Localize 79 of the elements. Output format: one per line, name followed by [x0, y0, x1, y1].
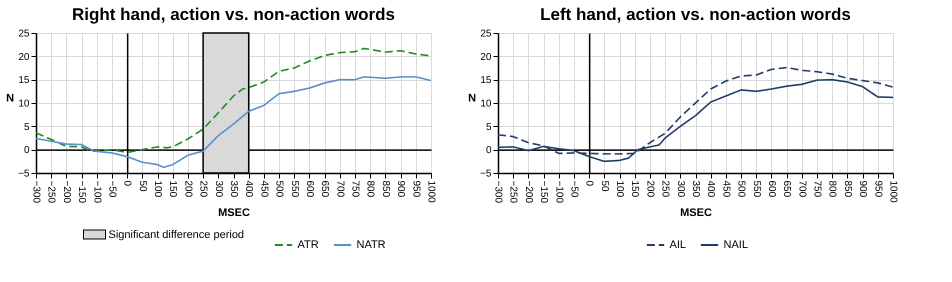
- y-tick-label: 20: [480, 52, 492, 63]
- x-tick-label: −300: [492, 180, 504, 204]
- x-tick-label: −250: [46, 180, 57, 204]
- x-tick-label: 500: [274, 180, 285, 198]
- x-tick-label: 800: [826, 180, 838, 198]
- y-tick-label: 0: [486, 145, 492, 156]
- y-tick-label: 25: [18, 28, 30, 40]
- x-tick-label: 900: [857, 180, 868, 198]
- x-tick-label: 750: [350, 180, 361, 198]
- x-tick-label: 100: [614, 180, 626, 198]
- x-axis-title: MSEC: [680, 207, 712, 220]
- x-tick-label: 700: [334, 180, 346, 198]
- y-tick-label: 0: [24, 145, 30, 156]
- x-tick-label: −100: [91, 180, 102, 204]
- x-tick-label: 150: [629, 180, 640, 198]
- y-tick-label: 20: [18, 52, 30, 63]
- x-tick-label: 50: [598, 180, 610, 192]
- x-tick-label: 950: [872, 180, 884, 198]
- x-tick-label: −200: [60, 180, 72, 204]
- y-tick-label: 15: [480, 75, 492, 86]
- x-tick-label: 600: [304, 180, 315, 198]
- legend-label: NAIL: [724, 239, 748, 251]
- x-tick-label: −250: [508, 180, 519, 204]
- y-axis-title: N: [468, 92, 476, 104]
- x-tick-label: 200: [182, 180, 194, 198]
- y-tick-label: −5: [480, 168, 492, 180]
- x-tick-label: 500: [736, 180, 747, 198]
- x-tick-label: 0: [584, 180, 595, 186]
- x-tick-label: 900: [395, 180, 406, 198]
- x-tick-label: 350: [690, 180, 701, 198]
- x-tick-label: −150: [76, 180, 88, 204]
- x-tick-label: 850: [842, 180, 853, 198]
- x-tick-label: 300: [212, 180, 224, 198]
- x-tick-label: 150: [167, 180, 178, 198]
- x-tick-label: 1000: [426, 180, 436, 204]
- x-tick-label: 100: [152, 180, 164, 198]
- x-tick-label: 0: [122, 180, 133, 186]
- y-tick-label: 5: [24, 122, 30, 133]
- y-tick-label: 10: [480, 98, 492, 110]
- y-axis-title: N: [6, 92, 14, 104]
- x-tick-label: 400: [243, 180, 254, 198]
- x-tick-label: −50: [106, 180, 118, 198]
- chart-title: Right hand, action vs. non-action words: [72, 5, 396, 24]
- x-tick-label: 550: [750, 180, 762, 198]
- x-tick-label: 650: [319, 180, 330, 198]
- x-tick-label: 700: [796, 180, 808, 198]
- x-tick-label: −150: [538, 180, 550, 204]
- legend-label: AIL: [670, 239, 686, 251]
- x-tick-label: 350: [228, 180, 239, 198]
- x-tick-label: −50: [568, 180, 580, 198]
- legend-label: Significant difference period: [108, 229, 244, 241]
- x-tick-label: 400: [705, 180, 716, 198]
- x-tick-label: 950: [410, 180, 422, 198]
- legend-label: ATR: [298, 239, 319, 251]
- x-tick-label: 450: [258, 180, 270, 198]
- x-tick-label: 600: [766, 180, 777, 198]
- x-tick-label: 300: [674, 180, 686, 198]
- x-tick-label: 1000: [888, 180, 898, 204]
- legend-label: NATR: [356, 239, 386, 251]
- y-tick-label: 10: [18, 98, 30, 110]
- x-tick-label: 800: [364, 180, 376, 198]
- x-axis-title: MSEC: [218, 207, 250, 220]
- x-tick-label: 650: [781, 180, 792, 198]
- chart-title: Left hand, action vs. non-action words: [540, 5, 851, 24]
- y-tick-label: −5: [18, 168, 30, 180]
- x-tick-label: 850: [380, 180, 391, 198]
- x-tick-label: 750: [812, 180, 823, 198]
- x-tick-label: 50: [136, 180, 148, 192]
- y-tick-label: 5: [486, 122, 492, 133]
- x-tick-label: −100: [553, 180, 564, 204]
- y-tick-label: 15: [18, 75, 30, 86]
- x-tick-label: −300: [30, 180, 42, 204]
- x-tick-label: 550: [288, 180, 300, 198]
- x-tick-label: 250: [660, 180, 671, 198]
- x-tick-label: 250: [198, 180, 209, 198]
- y-tick-label: 25: [480, 28, 492, 40]
- x-tick-label: −200: [522, 180, 534, 204]
- x-tick-label: 450: [720, 180, 732, 198]
- x-tick-label: 200: [644, 180, 656, 198]
